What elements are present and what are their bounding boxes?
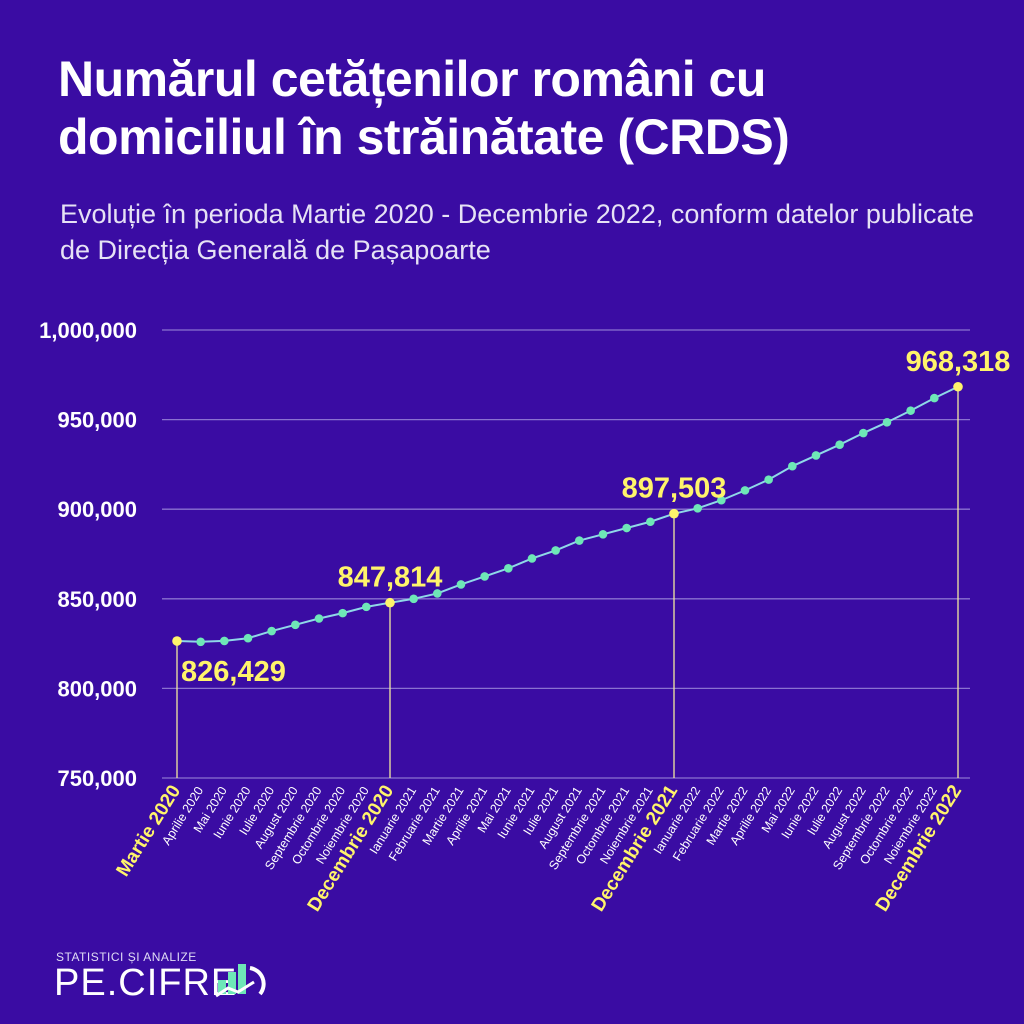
y-tick-label: 1,000,000 <box>39 318 137 343</box>
data-point <box>243 633 253 643</box>
data-point <box>835 440 844 449</box>
highlight-point <box>172 636 182 646</box>
data-point <box>338 608 347 618</box>
data-point <box>882 417 892 427</box>
data-point <box>409 594 418 604</box>
y-tick-label: 800,000 <box>57 676 137 701</box>
data-point <box>575 536 584 545</box>
chart-title: Numărul cetățenilor români cu domiciliul… <box>58 51 790 165</box>
data-label: 847,814 <box>338 562 443 594</box>
data-label: 968,318 <box>906 346 1011 378</box>
data-point <box>859 428 868 438</box>
data-point <box>740 486 750 495</box>
data-point <box>693 504 702 513</box>
data-point <box>196 637 205 647</box>
data-point <box>646 517 655 527</box>
data-point <box>551 546 560 555</box>
data-point <box>220 636 229 646</box>
logo-tagline: STATISTICI ȘI ANALIZE <box>56 950 197 964</box>
data-point <box>930 393 939 403</box>
data-label: 826,429 <box>181 656 286 688</box>
data-point <box>291 620 300 630</box>
data-point <box>362 602 371 612</box>
data-point <box>598 529 608 539</box>
data-label: 897,503 <box>622 473 727 505</box>
data-point <box>456 580 466 589</box>
data-point <box>480 572 489 581</box>
y-tick-label: 850,000 <box>57 587 137 612</box>
logo-name: PE.CIFRE <box>54 962 238 1004</box>
highlight-point <box>953 381 963 392</box>
chart-logo-icon <box>215 964 266 998</box>
highlight-point <box>385 597 395 608</box>
data-point <box>527 554 537 563</box>
y-tick-label: 750,000 <box>57 766 137 791</box>
data-point <box>267 626 276 636</box>
data-point <box>622 523 631 533</box>
data-point <box>788 461 797 471</box>
data-point <box>504 564 513 573</box>
data-point <box>811 451 821 460</box>
data-point <box>906 406 915 415</box>
data-point <box>314 614 324 623</box>
y-tick-label: 950,000 <box>57 408 137 433</box>
series-line <box>176 385 959 643</box>
chart-subtitle: Evoluție în perioda Martie 2020 - Decemb… <box>60 199 975 265</box>
data-point <box>433 589 442 598</box>
data-point <box>764 475 773 484</box>
y-tick-label: 900,000 <box>57 497 137 522</box>
data-point <box>717 495 726 505</box>
highlight-point <box>669 508 679 519</box>
